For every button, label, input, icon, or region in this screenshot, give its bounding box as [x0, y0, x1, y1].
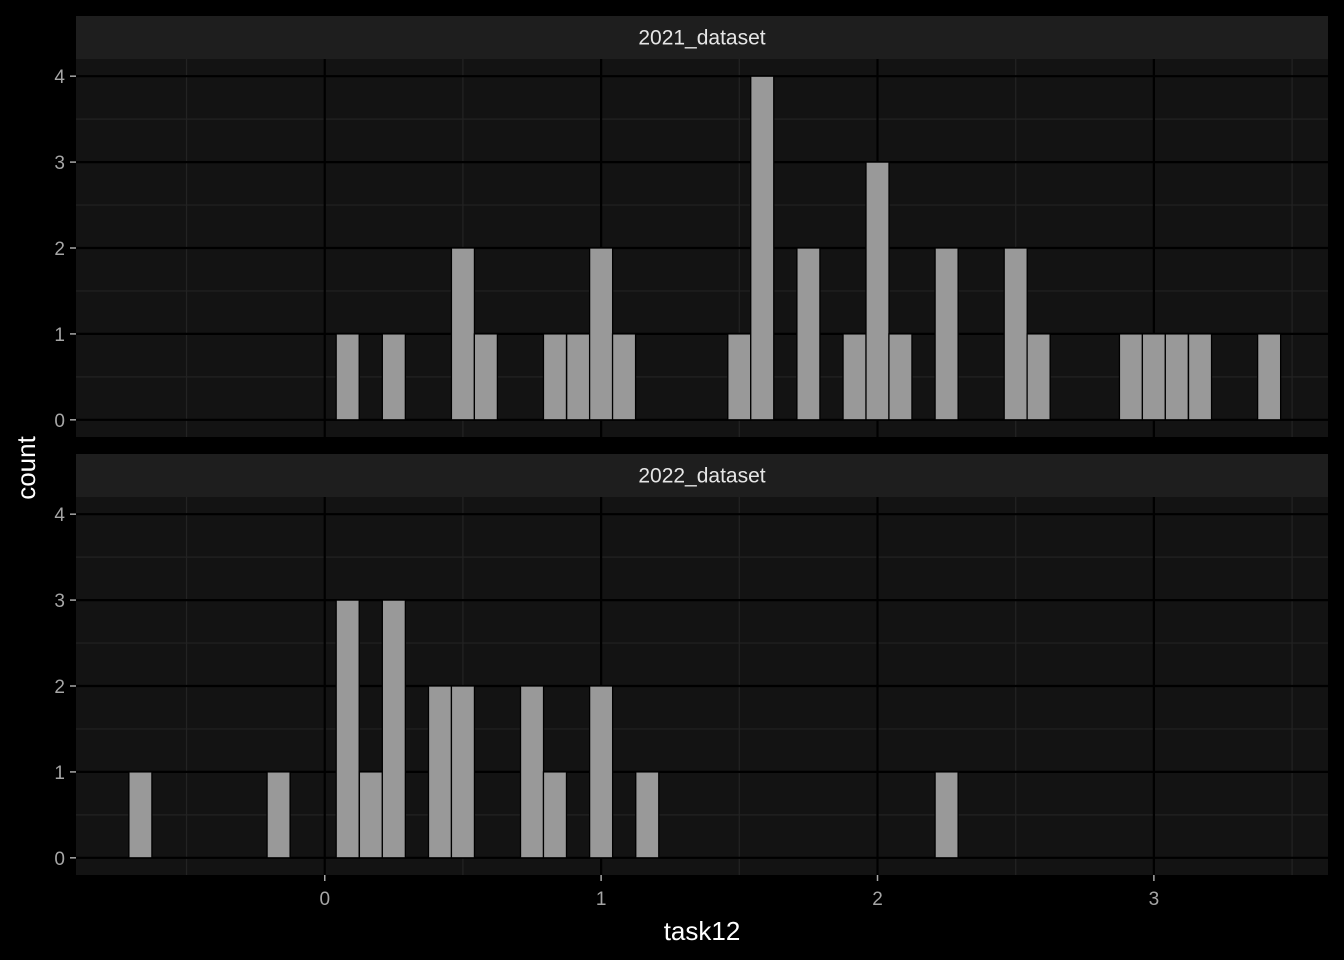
histogram-bar	[1187, 333, 1213, 421]
histogram-bar	[1256, 333, 1282, 421]
histogram-bar	[335, 599, 360, 859]
y-axis-title: count	[11, 435, 41, 499]
y-tick-label: 2	[54, 677, 65, 698]
histogram-bar	[1118, 333, 1144, 421]
histogram-bar	[381, 599, 406, 859]
histogram-bar	[335, 333, 360, 421]
histogram-bar	[865, 161, 890, 421]
histogram-bar	[128, 771, 153, 859]
facet-panels: 2021_dataset 0 1 2 3 4 2022_dataset 0 1 2 3 4 0 1 2 3	[54, 16, 1328, 910]
y-tick-label: 1	[54, 763, 65, 784]
histogram-bar	[1026, 333, 1051, 421]
histogram-bar	[934, 247, 959, 421]
histogram-bar	[1141, 333, 1167, 421]
x-tick-label: 0	[319, 889, 330, 910]
histogram-bar	[842, 333, 867, 421]
x-tick-label: 2	[872, 889, 883, 910]
histogram-bar	[727, 333, 752, 421]
histogram-bar	[381, 333, 406, 421]
y-tick-label: 1	[54, 325, 65, 346]
histogram-bar	[1003, 247, 1028, 421]
facet-strip	[76, 454, 1328, 497]
histogram-bar	[542, 771, 568, 859]
x-tick-label: 3	[1149, 889, 1160, 910]
facet-2021_dataset: 2021_dataset 0 1 2 3 4	[54, 16, 1328, 437]
y-tick-label: 4	[54, 67, 65, 88]
histogram-bar	[588, 247, 614, 421]
histogram-bar	[266, 771, 291, 859]
x-axis-title: task12	[664, 916, 741, 946]
histogram-bar	[450, 247, 476, 421]
histogram-bar	[934, 771, 959, 859]
y-tick-label: 3	[54, 153, 65, 174]
y-tick-label: 3	[54, 591, 65, 612]
y-tick-label: 0	[54, 411, 65, 432]
histogram-bar	[566, 333, 591, 421]
histogram-bar	[473, 333, 499, 421]
histogram-bar	[358, 771, 384, 859]
y-tick-label: 4	[54, 505, 65, 526]
x-tick-label: 1	[596, 889, 607, 910]
y-tick-label: 0	[54, 849, 65, 870]
histogram-bar	[542, 333, 568, 421]
histogram-bar	[796, 247, 821, 421]
histogram-bar	[1164, 333, 1189, 421]
y-tick-label: 2	[54, 239, 65, 260]
histogram-bar	[519, 685, 545, 859]
histogram-bar	[450, 685, 476, 859]
histogram-bar	[427, 685, 453, 859]
facet-2022_dataset: 2022_dataset 0 1 2 3 4 0 1 2 3	[54, 454, 1328, 910]
histogram-bar	[611, 333, 637, 421]
histogram-bar	[888, 333, 913, 421]
histogram-bar	[635, 771, 660, 859]
histogram-bar	[588, 685, 614, 859]
facet-strip-label: 2021_dataset	[638, 27, 765, 50]
histogram-bar	[750, 75, 775, 421]
facet-strip	[76, 16, 1328, 59]
facet-strip-label: 2022_dataset	[638, 465, 765, 488]
